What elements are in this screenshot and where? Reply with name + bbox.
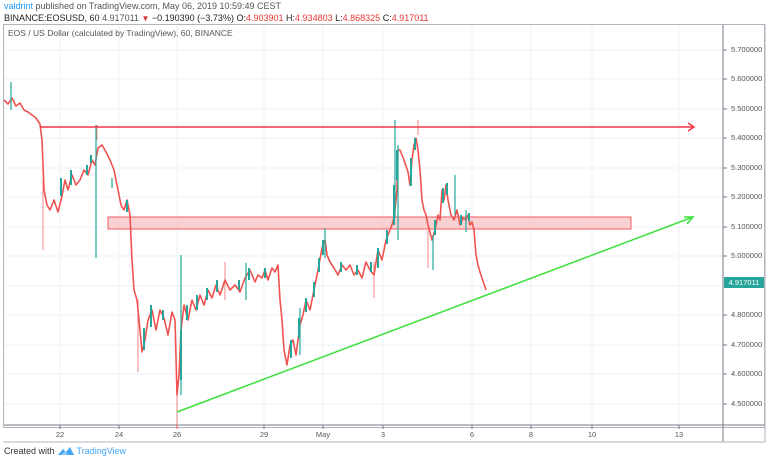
y-tick-label: 4.500000 <box>731 399 763 408</box>
x-tick-label: 24 <box>114 430 124 439</box>
x-tick-label: 6 <box>469 430 475 439</box>
x-tick-label: 3 <box>380 430 386 439</box>
open-label: O: <box>236 13 246 23</box>
y-tick-label: 5.600000 <box>731 74 763 83</box>
pane-title: EOS / US Dollar (calculated by TradingVi… <box>8 28 233 38</box>
y-tick-label: 4.800000 <box>731 310 763 319</box>
y-tick-label: 5.400000 <box>731 133 763 142</box>
x-tick-label: 29 <box>259 430 269 439</box>
down-triangle-icon: ▼ <box>141 14 150 23</box>
x-tick-label: 22 <box>55 430 65 439</box>
y-tick-label: 5.500000 <box>731 104 763 113</box>
resistance-line <box>40 122 696 132</box>
x-tick-label: 26 <box>172 430 182 439</box>
close-label: C: <box>382 13 392 23</box>
last-price-tag: 4.917011 <box>724 277 764 288</box>
last-price: 4.917011 <box>102 13 139 23</box>
open-value: 4.903901 <box>245 13 284 23</box>
created-with-label: Created with <box>4 446 55 456</box>
y-tick-label: 4.600000 <box>731 369 763 378</box>
y-tick-label: 5.300000 <box>731 163 763 172</box>
tradingview-link[interactable]: TradingView <box>76 446 127 456</box>
y-tick-label: 5.700000 <box>731 45 763 54</box>
y-tick-label: 5.100000 <box>731 222 763 231</box>
tradingview-logo-icon <box>57 447 74 455</box>
y-tick-label: 5.200000 <box>731 192 763 201</box>
y-tick-label: 5.000000 <box>731 251 763 260</box>
close-value: 4.917011 <box>391 13 429 23</box>
publish-info: valdrint published on TradingView.com, M… <box>4 0 281 12</box>
ascending-trendline <box>176 216 695 413</box>
support-zone <box>107 216 632 230</box>
footer: Created with TradingView <box>4 446 126 456</box>
x-tick-label: May <box>315 430 331 439</box>
price-change: −0.190390 (−3.73%) <box>151 13 234 23</box>
low-label: L: <box>335 13 343 23</box>
x-tick-label: 10 <box>587 430 597 439</box>
symbol-label: BINANCE:EOSUSD, 60 <box>4 13 100 23</box>
high-value: 4.934803 <box>295 13 333 23</box>
x-tick-label: 8 <box>528 430 534 439</box>
ohlc-legend: BINANCE:EOSUSD, 60 4.917011 ▼ −0.190390 … <box>4 12 429 25</box>
x-tick-label: 13 <box>674 430 684 439</box>
low-value: 4.868325 <box>342 13 381 23</box>
author-link[interactable]: valdrint <box>4 1 34 11</box>
y-tick-label: 4.700000 <box>731 340 763 349</box>
high-label: H: <box>286 13 296 23</box>
published-text: published on TradingView.com, May 06, 20… <box>35 1 282 11</box>
